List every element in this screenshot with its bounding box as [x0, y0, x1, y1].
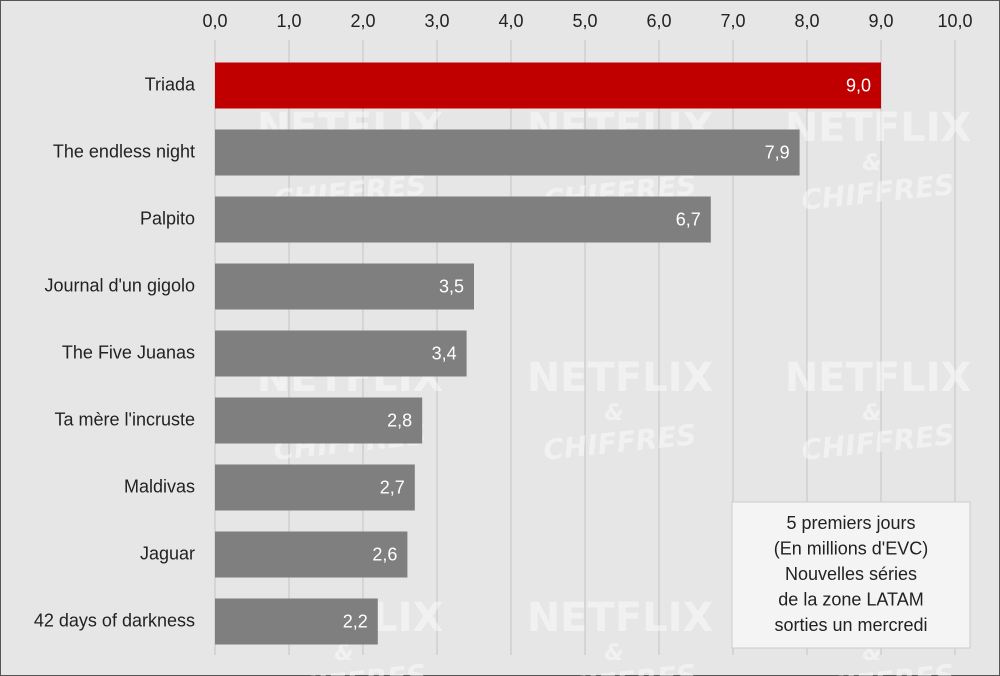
- x-tick-label: 4,0: [498, 11, 523, 31]
- x-tick-label: 6,0: [646, 11, 671, 31]
- value-label: 2,7: [380, 477, 405, 497]
- y-tick-label: The endless night: [53, 141, 195, 161]
- annotation-box: [731, 501, 971, 649]
- y-tick-label: Palpito: [140, 208, 195, 228]
- x-tick-label: 9,0: [868, 11, 893, 31]
- x-tick-label: 3,0: [424, 11, 449, 31]
- y-tick-label: Ta mère l'incruste: [55, 409, 195, 429]
- x-tick-label: 2,0: [350, 11, 375, 31]
- watermark: &: [862, 401, 881, 426]
- watermark: &: [604, 641, 623, 666]
- value-label: 2,8: [387, 410, 412, 430]
- bar: [215, 330, 467, 377]
- bar: [215, 464, 415, 511]
- value-label: 2,6: [372, 544, 397, 564]
- x-tick-label: 7,0: [720, 11, 745, 31]
- y-tick-label: Jaguar: [140, 543, 195, 563]
- value-label: 7,9: [765, 142, 790, 162]
- annotation: (En millions d'EVC): [774, 538, 928, 558]
- bar: [215, 263, 474, 310]
- watermark: NETFLIX: [527, 355, 714, 401]
- bar: [215, 531, 408, 578]
- bar: [215, 598, 378, 645]
- y-tick-label: Triada: [145, 74, 196, 94]
- watermark: &: [604, 401, 623, 426]
- x-tick-label: 10,0: [937, 11, 972, 31]
- annotation: de la zone LATAM: [778, 589, 923, 609]
- y-tick-label: Journal d'un gigolo: [44, 275, 195, 295]
- value-label: 3,4: [432, 343, 457, 363]
- y-tick-label: Maldivas: [124, 476, 195, 496]
- bar: [215, 62, 881, 109]
- bar: [215, 397, 423, 444]
- x-tick-label: 8,0: [794, 11, 819, 31]
- value-label: 2,2: [343, 611, 368, 631]
- watermark: NETFLIX: [785, 105, 972, 151]
- y-tick-label: The Five Juanas: [62, 342, 195, 362]
- x-tick-label: 1,0: [276, 11, 301, 31]
- watermark: &: [862, 151, 881, 176]
- annotation: 5 premiers jours: [786, 513, 915, 533]
- y-tick-label: 42 days of darkness: [34, 610, 195, 630]
- bar: [215, 196, 711, 243]
- watermark: NETFLIX: [785, 355, 972, 401]
- value-label: 3,5: [439, 276, 464, 296]
- watermark: &: [334, 641, 353, 666]
- x-tick-label: 5,0: [572, 11, 597, 31]
- annotation: Nouvelles séries: [785, 564, 917, 584]
- bar: [215, 129, 800, 176]
- annotation: sorties un mercredi: [774, 615, 927, 635]
- watermark: NETFLIX: [527, 595, 714, 641]
- value-label: 6,7: [676, 209, 701, 229]
- x-tick-label: 0,0: [202, 11, 227, 31]
- value-label: 9,0: [846, 75, 871, 95]
